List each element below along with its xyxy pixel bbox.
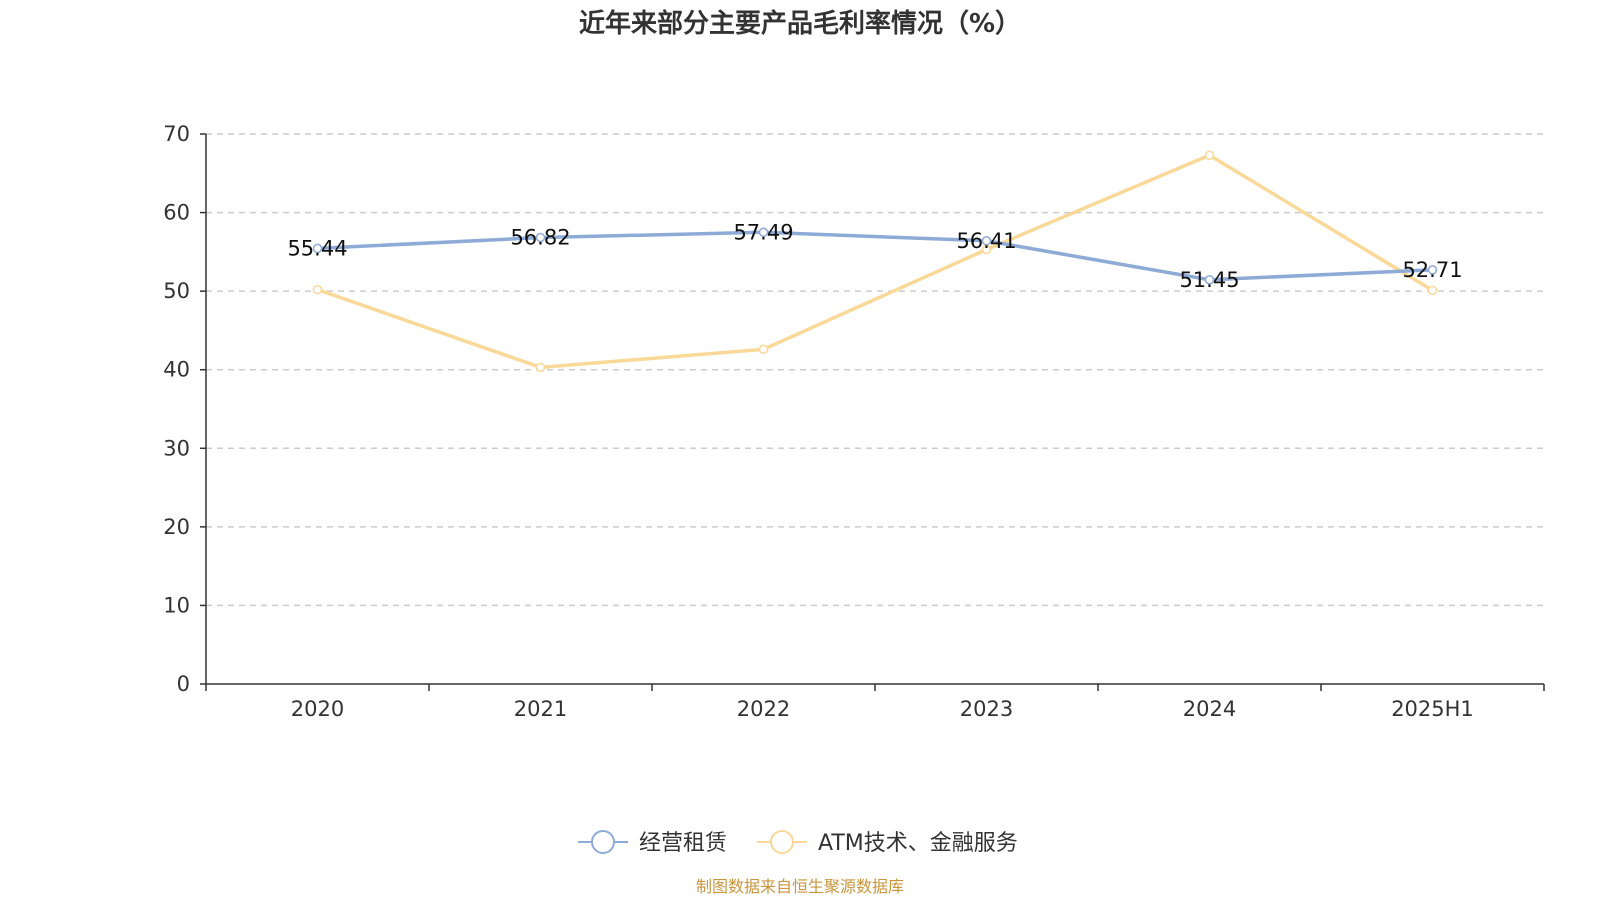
series-lines [312,150,1438,373]
data-label: 52.71 [1402,258,1462,282]
data-label: 57.49 [733,220,793,244]
x-tick-label: 2025H1 [1391,697,1474,721]
data-point [312,243,323,254]
x-tick-label: 2024 [1183,697,1236,721]
source-note: 制图数据来自恒生聚源数据库 [696,877,904,896]
series-line-0 [317,230,1433,282]
y-tick-label: 20 [163,515,190,539]
y-tick-label: 50 [163,279,190,303]
legend-marker-icon [591,830,615,854]
legend-label: 经营租赁 [639,831,727,856]
x-tick-label: 2022 [737,697,790,721]
data-point [535,362,546,373]
grid-lines [206,133,1544,607]
legend[interactable]: 经营租赁 ATM技术、金融服务 [578,830,1018,856]
y-tick-label: 0 [177,672,190,696]
x-tick-label: 2023 [960,697,1013,721]
y-tick-label: 40 [163,358,190,382]
data-point [1204,275,1215,285]
data-label: 56.41 [956,229,1016,253]
data-point [758,344,769,355]
data-point [758,227,769,238]
y-tick-label: 60 [163,201,190,225]
x-tick-label: 2021 [514,697,567,721]
legend-item-1[interactable]: ATM技术、金融服务 [757,830,1018,856]
data-label: 56.82 [510,226,570,250]
legend-marker-icon [770,830,794,854]
data-point [535,232,546,243]
data-point [1427,285,1438,296]
chart-title: 近年来部分主要产品毛利率情况（%） [579,8,1021,39]
data-label: 55.44 [287,236,347,260]
series-line-1 [316,153,1434,370]
legend-label: ATM技术、金融服务 [818,831,1018,856]
y-tick-label: 30 [163,436,190,460]
data-point [981,236,992,246]
data-labels: 55.44 56.82 57.49 56.41 51.45 52.71 [287,220,1462,291]
data-label: 51.45 [1179,268,1239,292]
axes: 0 10 20 30 40 50 60 70 2020 2021 2022 2023 2024 2025H… [163,122,1545,721]
data-point [1204,150,1215,160]
data-point [312,284,323,295]
y-tick-label: 10 [163,593,190,617]
x-tick-label: 2020 [291,697,344,721]
data-point [1427,265,1438,275]
y-tick-label: 70 [163,122,190,146]
legend-item-0[interactable]: 经营租赁 [578,830,727,856]
